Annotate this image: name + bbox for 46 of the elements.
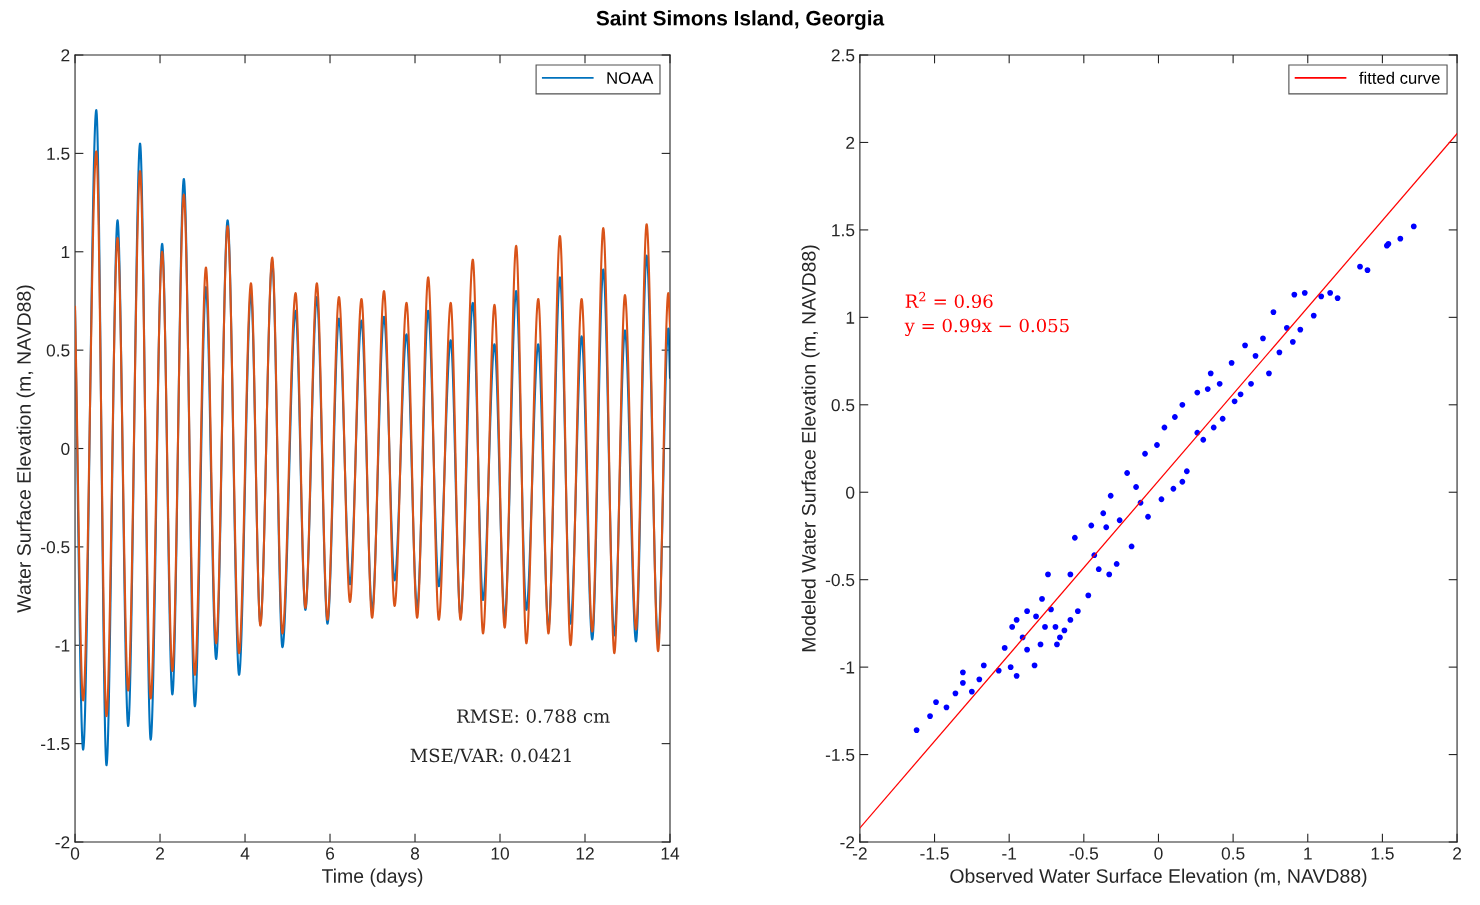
- y-tick-label: 1: [61, 246, 70, 259]
- x-tick-label: -1: [1002, 847, 1017, 860]
- y-tick-label: -2: [840, 836, 855, 849]
- y-axis-title: Modeled Water Surface Elevation (m, NAVD88): [801, 245, 820, 652]
- y-tick-label: 0: [61, 442, 70, 455]
- annotation: R$^{2}$ = 0.96: [905, 291, 993, 309]
- x-tick-label: -1.5: [920, 847, 949, 860]
- y-tick-label: -1: [55, 639, 70, 652]
- x-tick-label: 0: [1154, 847, 1163, 860]
- y-tick-label: -1: [840, 661, 855, 674]
- x-tick-label: 10: [491, 847, 509, 860]
- x-tick-label: 12: [576, 847, 594, 860]
- x-tick-label: 1.5: [1371, 847, 1394, 860]
- y-axis-title: Water Surface Elevation (m, NAVD88): [16, 285, 35, 613]
- x-axis-title: Observed Water Surface Elevation (m, NAVD88): [950, 868, 1367, 887]
- annotation: y = 0.99x − 0.055: [904, 318, 1069, 337]
- y-tick-label: 0.5: [831, 398, 855, 412]
- y-tick-label: 1.5: [47, 147, 70, 160]
- y-tick-label: -1.5: [825, 748, 855, 762]
- annotation: MSE/VAR: 0.0421: [410, 748, 571, 764]
- y-tick-label: -2: [55, 836, 70, 849]
- y-tick-label: 2: [61, 49, 70, 62]
- x-tick-label: 14: [661, 847, 680, 860]
- x-tick-label: 8: [410, 847, 420, 860]
- x-tick-label: 1: [1304, 847, 1312, 860]
- y-tick-label: 1: [846, 311, 855, 324]
- text: Saint Simons Island, Georgia: [596, 10, 885, 30]
- x-axis-title: Time (days): [322, 868, 423, 887]
- y-tick-label: -1.5: [41, 737, 70, 751]
- x-tick-label: 2: [156, 847, 164, 860]
- annotation: RMSE: 0.788 cm: [457, 709, 610, 723]
- y-tick-label: 0: [846, 486, 855, 499]
- legend-label: NOAA: [607, 72, 654, 84]
- legend-label: fitted curve: [1359, 71, 1440, 84]
- x-tick-label: 2: [1453, 847, 1462, 860]
- x-tick-label: 6: [326, 847, 335, 860]
- x-tick-label: 0: [70, 847, 80, 860]
- y-tick-label: -0.5: [825, 573, 855, 587]
- x-tick-label: 4: [240, 847, 250, 860]
- x-tick-label: -0.5: [1069, 847, 1099, 860]
- y-tick-label: 2: [846, 136, 855, 149]
- y-tick-label: 1.5: [832, 224, 855, 237]
- y-tick-label: 2.5: [831, 49, 855, 62]
- y-tick-label: -0.5: [41, 541, 70, 554]
- y-tick-label: 0.5: [46, 344, 70, 357]
- x-tick-label: 0.5: [1221, 847, 1245, 860]
